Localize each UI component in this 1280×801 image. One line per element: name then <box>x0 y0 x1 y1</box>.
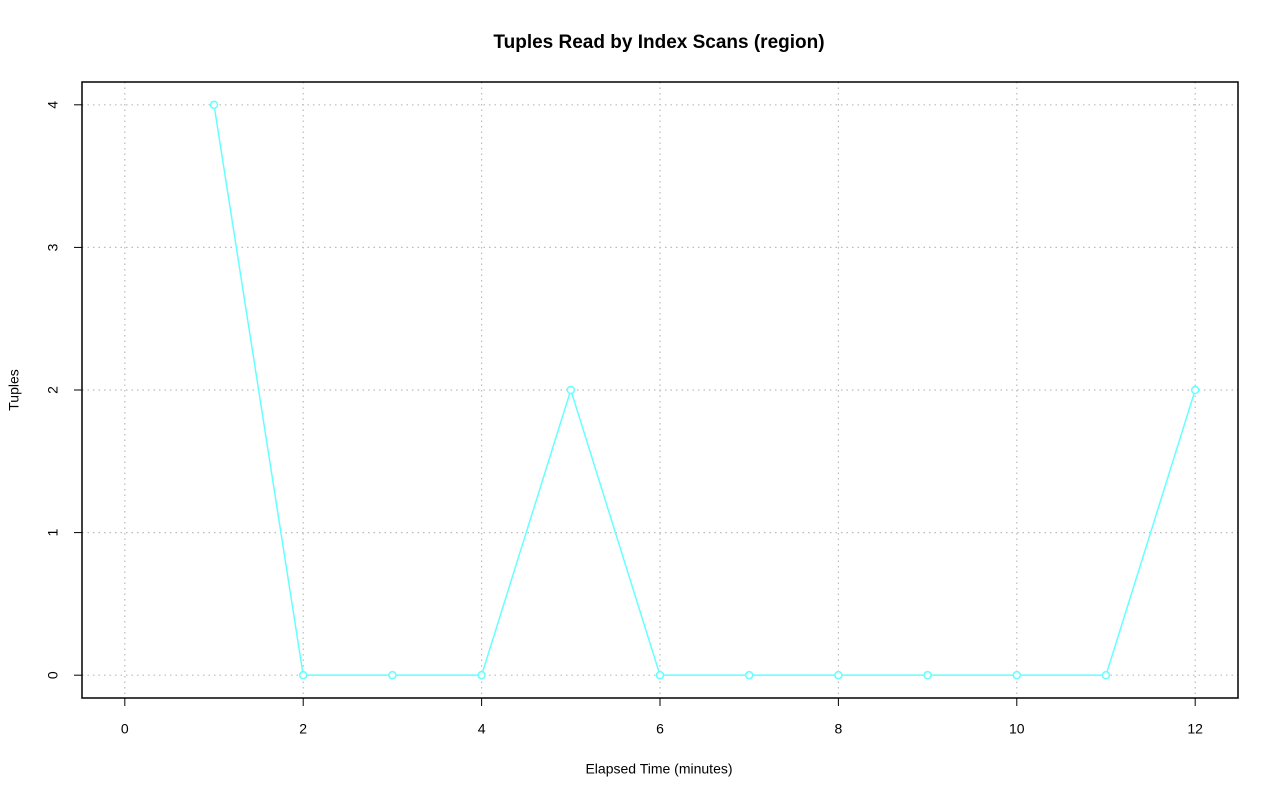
data-point <box>209 100 219 110</box>
data-point <box>923 670 932 680</box>
x-tick-label: 6 <box>656 721 664 737</box>
data-point <box>477 670 486 680</box>
x-tick-label: 0 <box>121 721 129 737</box>
x-tick-label: 4 <box>478 721 486 737</box>
data-point <box>566 385 576 395</box>
x-tick-label: 2 <box>299 721 307 737</box>
y-tick-label: 3 <box>45 243 61 251</box>
grid <box>82 82 1238 698</box>
x-tick-label: 12 <box>1187 721 1203 737</box>
series-line <box>213 104 1196 676</box>
y-tick-label: 1 <box>45 528 61 536</box>
data-point <box>1012 670 1022 680</box>
data-point <box>298 670 308 680</box>
y-axis-label: Tuples <box>6 369 22 411</box>
x-tick-label: 10 <box>1009 721 1025 737</box>
y-tick-label: 4 <box>45 101 61 109</box>
data-point <box>1101 670 1111 680</box>
y-tick-label: 2 <box>45 386 61 394</box>
chart-title: Tuples Read by Index Scans (region) <box>493 32 824 53</box>
data-point <box>388 670 397 680</box>
x-tick-label: 8 <box>834 721 842 737</box>
data-point <box>834 670 843 680</box>
data-point <box>1190 385 1200 395</box>
y-tick-label: 0 <box>45 671 61 679</box>
plot-area <box>209 100 1200 680</box>
data-point <box>744 670 754 680</box>
data-point <box>655 670 665 680</box>
x-axis-label: Elapsed Time (minutes) <box>585 761 732 777</box>
